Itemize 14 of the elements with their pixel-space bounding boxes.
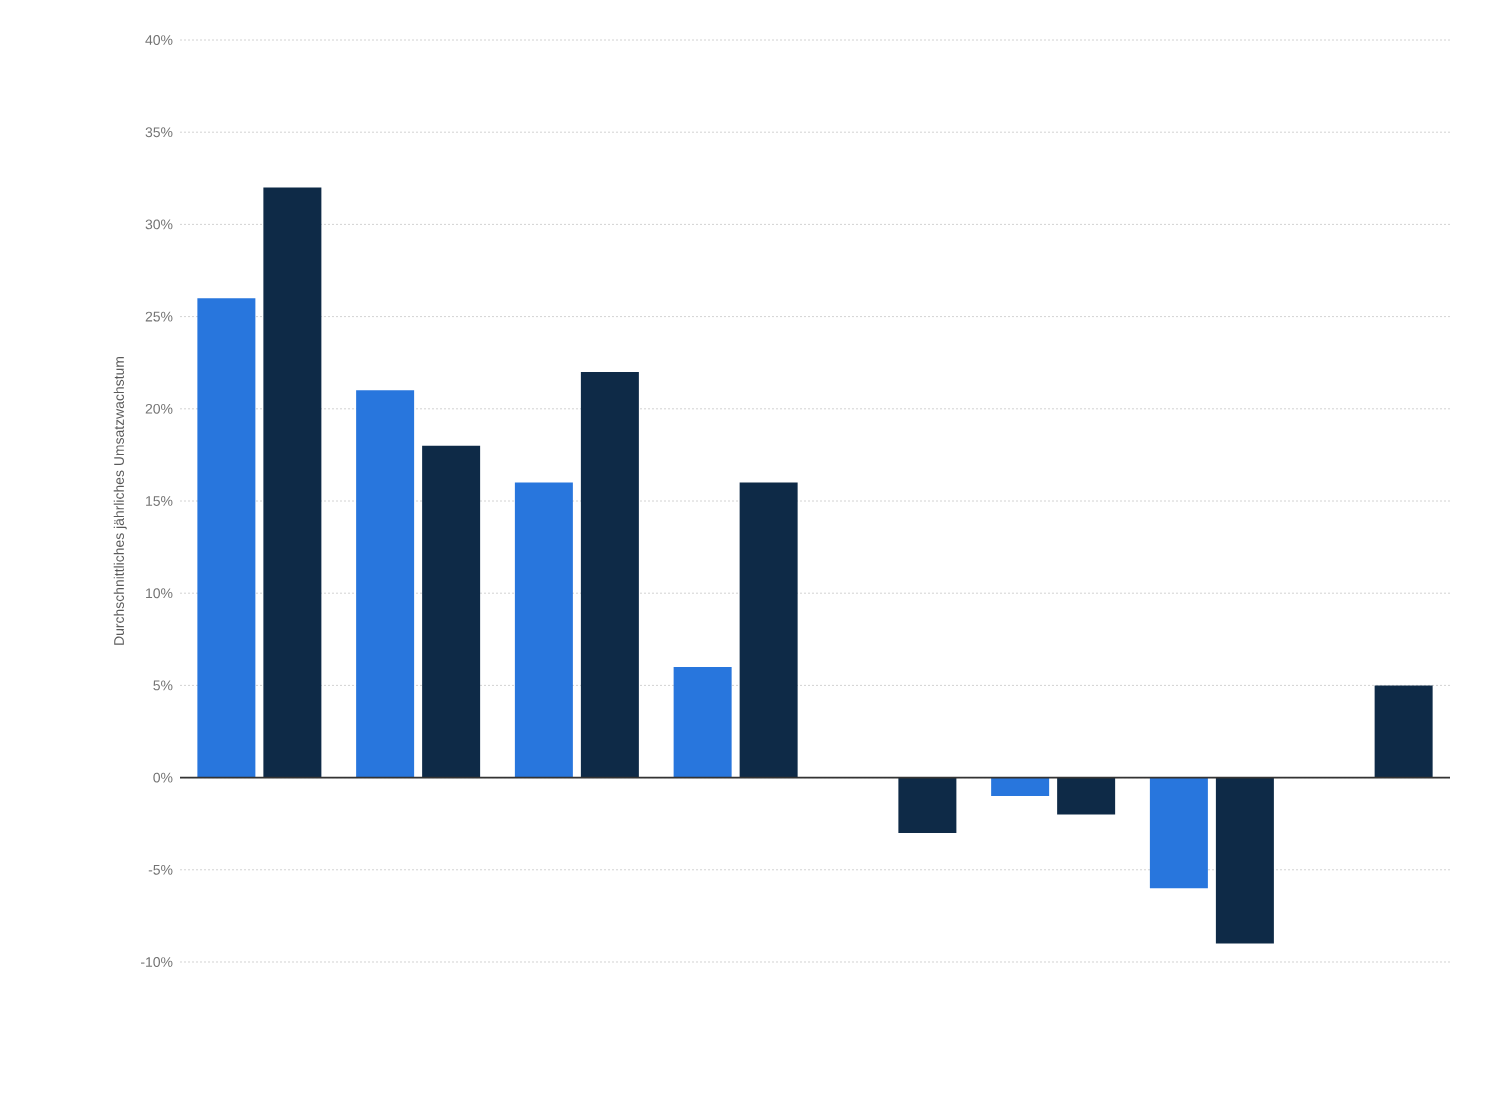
bar (263, 187, 322, 778)
bar (673, 666, 732, 778)
bar (991, 777, 1050, 797)
bar (1215, 777, 1274, 944)
bar (514, 482, 573, 778)
bar (898, 777, 957, 833)
bar (1374, 685, 1433, 778)
bar (356, 390, 415, 778)
bar (580, 371, 639, 778)
bar (1057, 777, 1116, 815)
bar (1149, 777, 1208, 889)
bar (197, 298, 256, 778)
bar (422, 445, 481, 778)
bar (739, 482, 798, 778)
